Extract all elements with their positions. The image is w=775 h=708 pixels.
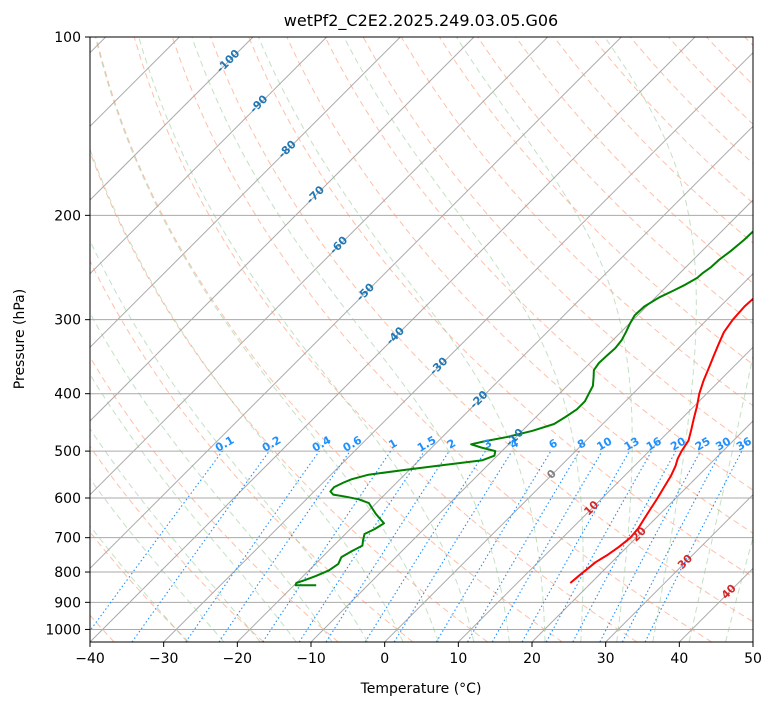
- isotherm-line: [384, 272, 753, 642]
- mixing-ratio-line: [325, 450, 450, 642]
- isotherm-line: [90, 37, 696, 642]
- y-tick-label: 900: [54, 595, 81, 611]
- dry-adiabat: [95, 37, 563, 642]
- x-axis-label: Temperature (°C): [360, 681, 482, 697]
- isotherm-line: [457, 346, 753, 642]
- x-tick-label: −10: [296, 651, 326, 667]
- mixing-ratio-line: [90, 450, 223, 632]
- moist-adiabat: [90, 311, 333, 642]
- moist-adiabat: [94, 37, 439, 642]
- dry-adiabat: [324, 37, 753, 491]
- isotherm-line: [90, 37, 401, 349]
- y-tick-label: 100: [54, 30, 81, 46]
- isotherm-line: [90, 37, 622, 570]
- isotherm-line: [90, 37, 549, 496]
- x-tick-label: 10: [449, 651, 467, 667]
- mixing-ratio-line: [131, 450, 270, 642]
- y-tick-label: 600: [54, 491, 81, 507]
- moist-adiabat: [257, 37, 546, 642]
- y-tick-label: 300: [54, 313, 81, 329]
- moist-adiabat: [343, 37, 584, 642]
- x-tick-label: 40: [670, 651, 688, 667]
- moist-adiabat: [138, 37, 475, 642]
- x-tick-label: 30: [597, 651, 615, 667]
- mixing-ratio-line: [521, 450, 630, 642]
- x-tick-label: −20: [223, 651, 253, 667]
- x-axis-ticks: −40 −30 −20 −10 0 10 20 30 40 50: [75, 642, 762, 667]
- dry-adiabats: [90, 37, 753, 642]
- isotherm-line: [90, 37, 475, 422]
- dry-adiabat: [90, 356, 339, 642]
- moist-adiabat: [90, 239, 369, 642]
- mixing-ratio-line: [262, 450, 392, 642]
- mixing-ratio-line: [572, 450, 677, 642]
- dewpoint-profile-line: [294, 230, 753, 587]
- mixing-ratio-lines: [90, 450, 743, 642]
- mixing-ratio-line: [393, 450, 513, 642]
- sounding-profiles: [294, 230, 753, 587]
- moist-adiabat: [725, 535, 753, 642]
- plot-frame: [89, 36, 754, 643]
- moist-adiabat: [90, 147, 404, 642]
- moist-adiabat: [90, 525, 188, 642]
- y-axis-ticks: 100 200 300 400 500 600 700 800 900 1000: [45, 30, 90, 638]
- chart-title: wetPf2_C2E2.2025.249.03.05.G06: [284, 11, 558, 31]
- x-tick-label: 0: [380, 651, 389, 667]
- dry-adiabat: [210, 37, 753, 623]
- isotherm-lines: [90, 37, 753, 642]
- mixing-ratio-line: [545, 450, 653, 642]
- dry-adiabat: [90, 259, 414, 642]
- y-tick-label: 1000: [45, 622, 81, 638]
- y-tick-label: 800: [54, 565, 81, 581]
- mixing-ratio-line: [644, 450, 743, 642]
- moist-adiabat: [90, 427, 261, 642]
- isotherm-line: [531, 420, 753, 642]
- moist-adiabat: [604, 37, 697, 642]
- pressure-gridlines: [90, 37, 753, 630]
- dry-adiabat: [90, 445, 264, 642]
- moist-adiabat: [90, 373, 297, 642]
- mixing-ratio-line: [298, 450, 425, 642]
- temperature-profile-line: [569, 297, 753, 584]
- isotherm-line: [90, 37, 254, 201]
- isotherm-line: [236, 125, 753, 642]
- isotherm-line: [163, 51, 753, 642]
- y-tick-label: 400: [54, 387, 81, 403]
- dry-adiabat: [133, 37, 638, 642]
- dry-adiabat: [286, 37, 753, 534]
- isotherm-line: [605, 493, 753, 642]
- moist-adiabat: [688, 353, 753, 642]
- y-axis-label: Pressure (hPa): [12, 289, 28, 389]
- moist-adiabat: [191, 37, 510, 642]
- moist-adiabats: [90, 37, 753, 642]
- dry-adiabat: [515, 37, 753, 284]
- mixing-ratio-line: [185, 450, 320, 642]
- y-tick-label: 700: [54, 531, 81, 547]
- x-tick-label: −30: [149, 651, 179, 667]
- x-tick-label: −40: [75, 651, 105, 667]
- y-tick-label: 500: [54, 444, 81, 460]
- isotherm-line: [90, 37, 328, 275]
- dry-adiabat: [171, 37, 712, 642]
- moist-adiabat: [90, 477, 225, 642]
- x-tick-label: 20: [523, 651, 541, 667]
- dry-adiabat: [248, 37, 753, 578]
- y-tick-label: 200: [54, 208, 81, 224]
- x-tick-label: 50: [744, 651, 762, 667]
- mixing-ratio-line: [218, 450, 351, 642]
